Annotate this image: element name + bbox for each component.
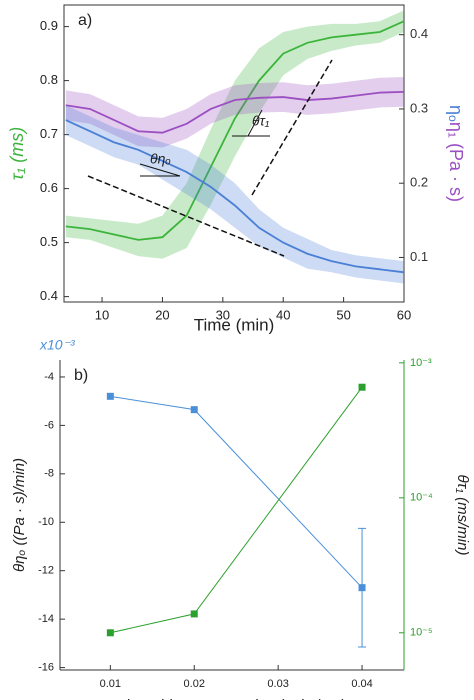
- y-tick-label: 0.9: [40, 18, 58, 33]
- y-tick-label: -6: [44, 419, 54, 431]
- tangent-tau: [251, 59, 333, 196]
- x-tick-label: 0.02: [184, 678, 205, 690]
- multiplier: x10⁻³: [39, 337, 75, 353]
- x-tick-label: 30: [216, 307, 230, 322]
- y2-tick-label: 10⁻³: [410, 357, 432, 369]
- panel-label: b): [74, 367, 88, 384]
- y2-tick-label: 0.4: [410, 26, 428, 41]
- y-axis-label: τ₁ (ms): [7, 127, 27, 180]
- series-line: [65, 119, 405, 274]
- tangent-eta: [87, 175, 285, 257]
- marker: [358, 383, 366, 391]
- series-line: [110, 395, 363, 588]
- x-tick-label: 60: [397, 307, 411, 322]
- error-band: [65, 77, 405, 148]
- y2-tick-label: 0.1: [410, 249, 428, 264]
- marker: [106, 629, 114, 637]
- y2-tick-label: 10⁻⁴: [410, 492, 433, 504]
- y2-axis-label-part: η₁ (Pa · s): [446, 122, 466, 202]
- x-tick-label: 40: [276, 307, 290, 322]
- y-tick-label: -10: [38, 516, 54, 528]
- x-axis-label: Time (min): [194, 315, 275, 334]
- x-axis-label: Thrombin concentration (units/mL): [118, 697, 346, 700]
- tangent-lines: [87, 59, 333, 257]
- x-tick-label: 0.04: [351, 678, 372, 690]
- angle-arm: [247, 109, 263, 137]
- y-tick-label: 0.5: [40, 234, 58, 249]
- y2-tick-label: 10⁻⁵: [410, 627, 433, 639]
- series-line: [65, 90, 405, 134]
- y2-axis-label-part: ηₒ: [446, 105, 466, 122]
- y-tick-label: -8: [44, 468, 54, 480]
- plot-frame: [63, 4, 405, 303]
- y2-axis-label: θτ₁ (ms/min): [454, 475, 471, 556]
- y2-tick-label: 0.2: [410, 175, 428, 190]
- x-tick-label: 0.01: [100, 678, 121, 690]
- y2-tick-label: 0.3: [410, 100, 428, 115]
- y-tick-label: 0.4: [40, 288, 58, 303]
- y-tick-label: -12: [38, 565, 54, 577]
- angle-arm: [139, 163, 181, 177]
- marker: [190, 406, 198, 414]
- y-tick-label: 0.8: [40, 72, 58, 87]
- annotation: θηₒ: [150, 151, 171, 167]
- y-tick-label: 0.7: [40, 126, 58, 141]
- x-tick-label: 0.03: [267, 678, 288, 690]
- y-tick-label: -4: [44, 371, 54, 383]
- x-tick-label: 10: [95, 307, 109, 322]
- series-line: [110, 386, 363, 634]
- series-line: [65, 20, 405, 241]
- angle-markers: [139, 109, 270, 177]
- x-tick-label: 50: [336, 307, 350, 322]
- error-band: [65, 10, 405, 259]
- marker: [190, 610, 198, 618]
- marker: [106, 392, 114, 400]
- marker: [358, 584, 366, 592]
- y-axis-label: θηₒ ((Pa · s)/min): [11, 458, 28, 572]
- panel-label: a): [78, 12, 92, 29]
- error-band: [65, 105, 405, 284]
- x-tick-label: 20: [155, 307, 169, 322]
- y-tick-label: 0.6: [40, 180, 58, 195]
- y-tick-label: -16: [38, 661, 54, 673]
- y-tick-label: -14: [38, 613, 54, 625]
- y2-axis-label: ηₒη₁ (Pa · s): [446, 105, 466, 202]
- annotation: θτ₁: [252, 113, 270, 129]
